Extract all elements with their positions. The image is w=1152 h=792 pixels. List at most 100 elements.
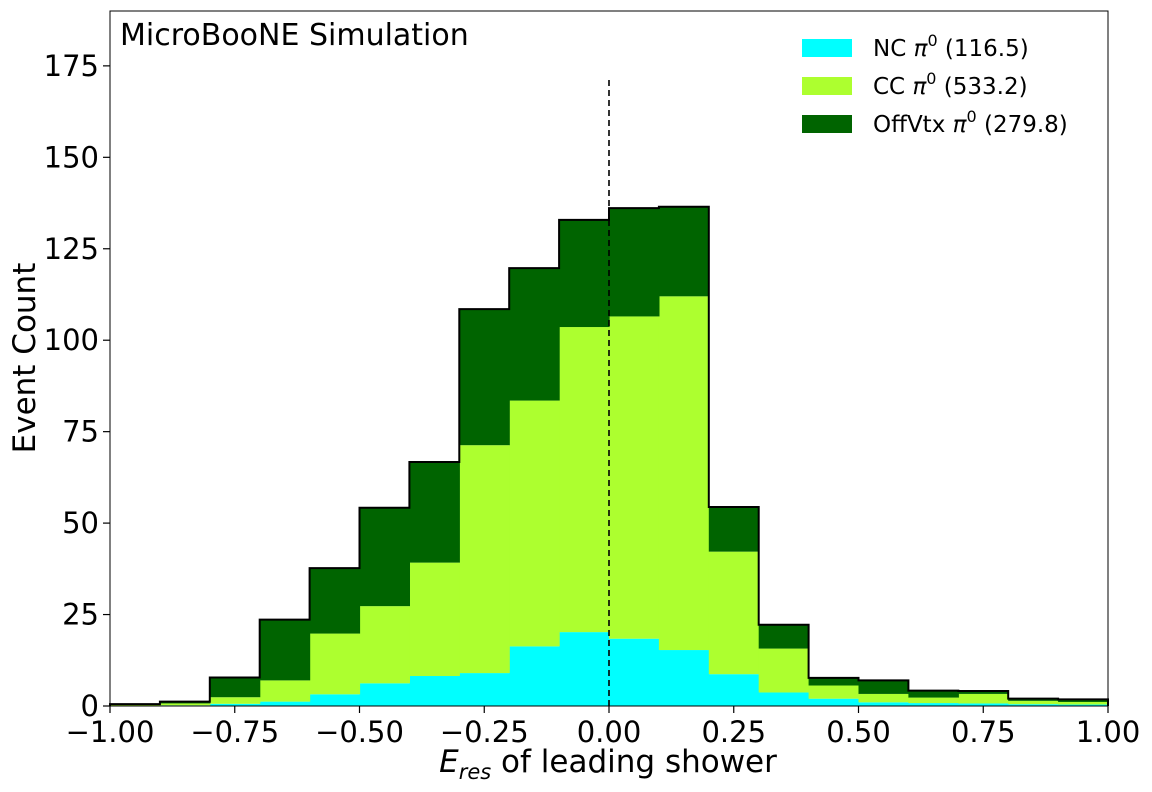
bar-cc-15 xyxy=(858,693,909,703)
bar-nc-17 xyxy=(958,703,1009,706)
bar-cc-9 xyxy=(559,327,610,633)
legend-label-offvtx: OffVtx π0 (279.8) xyxy=(873,107,1068,138)
bar-offvtx-17 xyxy=(958,691,1009,694)
bar-nc-5 xyxy=(359,683,410,706)
legend-swatch-cc xyxy=(802,77,852,95)
bar-offvtx-15 xyxy=(858,680,909,694)
bar-cc-2 xyxy=(209,697,261,704)
bar-cc-0 xyxy=(110,704,161,706)
bar-offvtx-12 xyxy=(708,507,760,552)
bar-offvtx-14 xyxy=(808,677,860,686)
x-tick-label: 0.00 xyxy=(577,715,642,749)
bar-offvtx-19 xyxy=(1058,699,1109,702)
bar-cc-11 xyxy=(658,296,710,651)
y-tick-label: 125 xyxy=(44,232,99,266)
legend-count: (533.2) xyxy=(936,74,1027,100)
bar-nc-9 xyxy=(559,632,610,706)
bar-cc-12 xyxy=(708,551,760,675)
bar-cc-4 xyxy=(309,633,361,695)
bar-cc-7 xyxy=(459,445,510,674)
legend: NC π0 (116.5)CC π0 (533.2)OffVtx π0 (279… xyxy=(802,31,1068,138)
legend-superscript: 0 xyxy=(927,31,937,50)
bar-nc-8 xyxy=(509,646,560,706)
bar-cc-13 xyxy=(758,648,810,693)
bar-offvtx-13 xyxy=(758,624,810,649)
bar-cc-8 xyxy=(509,400,560,647)
bar-cc-18 xyxy=(1008,700,1059,705)
bar-nc-10 xyxy=(609,638,660,706)
bar-nc-7 xyxy=(459,673,510,706)
legend-label-nc: NC π0 (116.5) xyxy=(873,31,1029,62)
x-tick-label: −1.00 xyxy=(66,715,155,749)
y-tick-label: 150 xyxy=(44,140,99,174)
legend-superscript: 0 xyxy=(926,69,936,88)
bar-nc-18 xyxy=(1008,704,1059,706)
y-axis-label: Event Count xyxy=(7,263,43,454)
bar-nc-11 xyxy=(658,650,710,706)
y-axis-ticks: 0 25 50 75 100 125 150 175 xyxy=(44,49,110,723)
bar-cc-3 xyxy=(259,680,311,702)
legend-swatch-nc xyxy=(802,39,852,57)
legend-symbol: π xyxy=(912,74,927,100)
x-axis-label-math: E xyxy=(439,744,459,780)
x-tick-label: 0.75 xyxy=(951,715,1016,749)
bar-cc-6 xyxy=(409,562,460,677)
legend-count: (279.8) xyxy=(977,112,1068,138)
legend-count: (116.5) xyxy=(938,36,1029,62)
bar-cc-19 xyxy=(1058,701,1109,705)
bar-offvtx-3 xyxy=(259,619,311,681)
legend-series-name: CC xyxy=(873,74,912,100)
x-axis-ticks: −1.00 −0.75 −0.50 −0.25 0.00 0.25 0.50 0.75 1.00 xyxy=(66,706,1141,749)
bar-nc-4 xyxy=(309,694,361,706)
bar-cc-10 xyxy=(609,316,660,639)
bar-cc-1 xyxy=(159,703,211,706)
bar-cc-16 xyxy=(908,697,959,704)
x-tick-label: −0.50 xyxy=(315,715,404,749)
histogram-bars xyxy=(110,206,1109,706)
legend-symbol: π xyxy=(914,36,929,62)
simulation-annotation: MicroBooNE Simulation xyxy=(120,18,469,53)
x-tick-label: 0.25 xyxy=(701,715,766,749)
legend-symbol: π xyxy=(953,112,968,138)
bar-nc-15 xyxy=(858,702,909,706)
bar-offvtx-8 xyxy=(509,268,560,401)
bar-offvtx-9 xyxy=(559,219,610,328)
bar-cc-17 xyxy=(958,693,1009,704)
bar-nc-19 xyxy=(1058,704,1109,706)
y-tick-label: 0 xyxy=(81,689,99,723)
bar-offvtx-16 xyxy=(908,690,959,698)
bar-offvtx-4 xyxy=(309,568,361,634)
bar-offvtx-18 xyxy=(1008,698,1059,701)
y-tick-label: 50 xyxy=(62,506,99,540)
bar-cc-14 xyxy=(808,685,860,699)
x-tick-label: 1.00 xyxy=(1076,715,1141,749)
bar-nc-6 xyxy=(409,676,460,706)
x-tick-label: −0.75 xyxy=(190,715,279,749)
legend-label-cc: CC π0 (533.2) xyxy=(873,69,1028,100)
legend-series-name: NC xyxy=(873,36,914,62)
bar-nc-12 xyxy=(708,674,760,706)
bar-nc-13 xyxy=(758,692,810,706)
bar-offvtx-5 xyxy=(359,507,410,607)
legend-swatch-offvtx xyxy=(802,115,852,133)
x-tick-label: −0.25 xyxy=(440,715,529,749)
y-tick-label: 75 xyxy=(62,415,99,449)
bar-offvtx-10 xyxy=(609,208,660,317)
x-axis-label-text: of leading shower xyxy=(491,744,777,780)
bar-offvtx-6 xyxy=(409,462,460,563)
x-axis-label: Eres of leading shower xyxy=(439,744,777,784)
legend-superscript: 0 xyxy=(966,107,976,126)
x-tick-label: 0.50 xyxy=(826,715,891,749)
y-tick-label: 25 xyxy=(62,598,99,632)
bar-nc-2 xyxy=(209,703,261,706)
bar-cc-5 xyxy=(359,606,410,684)
y-tick-label: 175 xyxy=(44,49,99,83)
bar-offvtx-7 xyxy=(459,309,510,446)
bar-nc-14 xyxy=(808,698,860,706)
bar-nc-3 xyxy=(259,701,311,706)
bar-offvtx-2 xyxy=(209,677,261,698)
legend-series-name: OffVtx xyxy=(873,112,953,138)
bar-offvtx-11 xyxy=(658,206,710,297)
bar-nc-16 xyxy=(908,703,959,706)
